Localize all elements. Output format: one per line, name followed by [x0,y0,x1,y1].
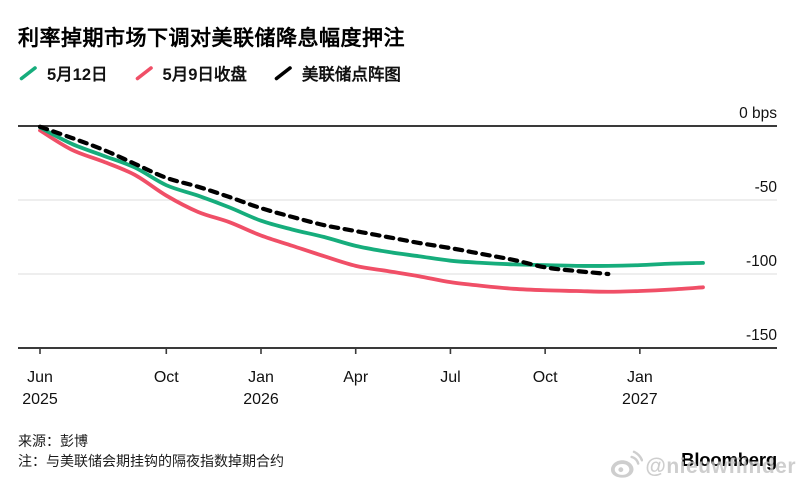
y-tick-label: -100 [746,253,777,270]
legend-swatch-pink-icon [135,65,153,80]
x-tick-label: Oct [154,369,179,386]
legend: 5月12日 5月9日收盘 美联储点阵图 [18,61,401,85]
x-tick-label: Jan [248,369,274,386]
bloomberg-logo: Bloomberg [681,449,777,470]
x-tick-label: Jan [627,369,653,386]
legend-swatch-green-icon [19,65,37,80]
y-tick-label: -150 [746,327,777,344]
legend-label: 5月12日 [47,66,108,84]
chart-title: 利率掉期市场下调对美联储降息幅度押注 [18,27,405,50]
legend-item-fed-dot-plot: 美联储点阵图 [273,61,401,85]
legend-label: 5月9日收盘 [162,66,247,84]
methodology-note: 注：与美联储会期挂钩的隔夜指数掉期合约 [18,453,284,469]
line-chart: 0 bps -50 -100 -150 Jun 2025 Oct Jan 2026 Apr Jul O… [18,105,778,408]
x-tick-year-label: 2026 [243,391,279,408]
legend-item-may9-close: 5月9日收盘 [134,61,247,85]
x-tick-year-label: 2027 [622,391,658,408]
weibo-icon [611,450,644,478]
series-line-dot-plot [37,124,611,277]
legend-label: 美联储点阵图 [301,66,401,84]
x-tick-label: Apr [343,369,369,386]
source-note: 来源：彭博 [18,433,88,449]
series-line-may12 [38,125,705,268]
legend-item-may12: 5月12日 [18,61,108,85]
x-tick-label: Jun [27,369,53,386]
y-tick-label: 0 bps [739,105,777,122]
legend-swatch-black-icon [274,65,292,80]
x-tick-label: Oct [533,369,558,386]
series-line-may9 [38,128,705,294]
y-tick-label: -50 [755,179,778,196]
x-tick-label: Jul [440,369,460,386]
x-tick-year-label: 2025 [22,391,58,408]
